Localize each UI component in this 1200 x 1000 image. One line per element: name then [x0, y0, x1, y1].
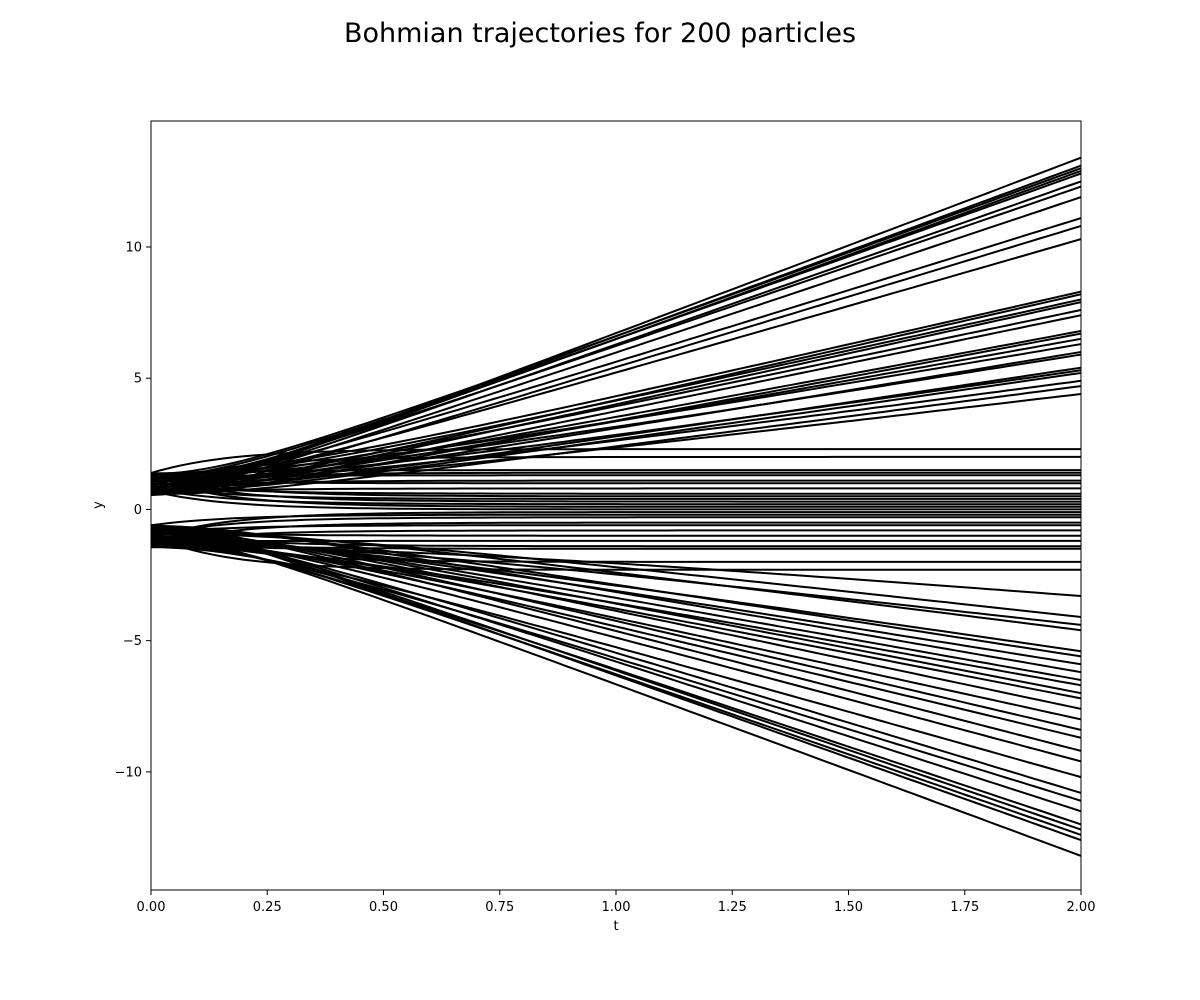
- trajectory-line: [151, 536, 1081, 857]
- trajectory-line: [151, 476, 1081, 508]
- plot-area: 0.00 0.25 0.50 0.75 1.00 1.25 1.50 1.75 2.00 −10…: [115, 120, 1096, 915]
- chart-title: Bohmian trajectories for 200 particles: [344, 18, 856, 49]
- trajectory-line: [151, 535, 1081, 763]
- trajectory-line: [151, 353, 1081, 477]
- x-tick-label: 0.00: [137, 900, 166, 915]
- trajectory-line: [151, 538, 1081, 836]
- trajectory-line: [151, 525, 1081, 842]
- trajectory-line: [151, 455, 1081, 488]
- x-tick-label: 2.00: [1067, 900, 1096, 915]
- trajectory-series: [151, 156, 1081, 857]
- trajectory-line: [151, 217, 1081, 483]
- y-axis-label: y: [91, 501, 106, 509]
- x-tick-label: 1.25: [718, 900, 747, 915]
- y-tick-label: −5: [123, 634, 142, 649]
- trajectory-line: [151, 533, 1081, 794]
- trajectory-line: [151, 530, 1081, 813]
- x-axis-label: t: [613, 919, 618, 934]
- trajectory-line: [151, 471, 1081, 498]
- x-tick-label: 1.50: [834, 900, 863, 915]
- trajectory-line: [151, 530, 1081, 632]
- trajectory-line: [151, 290, 1081, 475]
- trajectory-line: [151, 524, 1081, 535]
- y-tick-label: 0: [134, 503, 142, 518]
- x-axis-ticks: 0.00 0.25 0.50 0.75 1.00 1.25 1.50 1.75 2.00: [137, 890, 1096, 915]
- trajectory-line: [151, 172, 1081, 478]
- y-tick-label: 10: [125, 240, 142, 255]
- trajectory-line: [151, 474, 1081, 503]
- trajectory-line: [151, 479, 1081, 485]
- trajectory-line: [151, 487, 1081, 495]
- trajectory-line: [151, 516, 1081, 537]
- trajectory-line: [151, 385, 1081, 496]
- trajectory-line: [151, 474, 1081, 480]
- trajectory-line: [151, 529, 1081, 537]
- trajectory-line: [151, 529, 1081, 545]
- trajectory-line: [151, 343, 1081, 475]
- trajectory-line: [151, 185, 1081, 481]
- x-tick-label: 0.50: [369, 900, 398, 915]
- y-axis-ticks: −10 −5 0 5 10: [115, 240, 151, 780]
- trajectory-line: [151, 524, 1081, 674]
- y-tick-label: −10: [115, 765, 142, 780]
- x-tick-label: 0.75: [485, 900, 514, 915]
- trajectory-line: [151, 543, 1081, 802]
- trajectory-line: [151, 513, 1081, 527]
- trajectory-line: [151, 372, 1081, 493]
- trajectory-line: [151, 538, 1081, 739]
- trajectory-line: [151, 448, 1081, 475]
- trajectory-line: [151, 469, 1081, 477]
- trajectory-line: [151, 330, 1081, 483]
- x-tick-label: 1.00: [602, 900, 631, 915]
- y-tick-label: 5: [134, 372, 142, 387]
- trajectory-line: [151, 167, 1081, 475]
- x-tick-label: 0.25: [253, 900, 282, 915]
- trajectory-line: [151, 527, 1081, 731]
- trajectory-line: [151, 525, 1081, 752]
- x-tick-label: 1.75: [950, 900, 979, 915]
- trajectory-line: [151, 314, 1081, 493]
- trajectory-line: [151, 490, 1081, 511]
- trajectory-line: [151, 393, 1081, 485]
- trajectory-line: [151, 530, 1081, 710]
- trajectory-line: [151, 527, 1081, 548]
